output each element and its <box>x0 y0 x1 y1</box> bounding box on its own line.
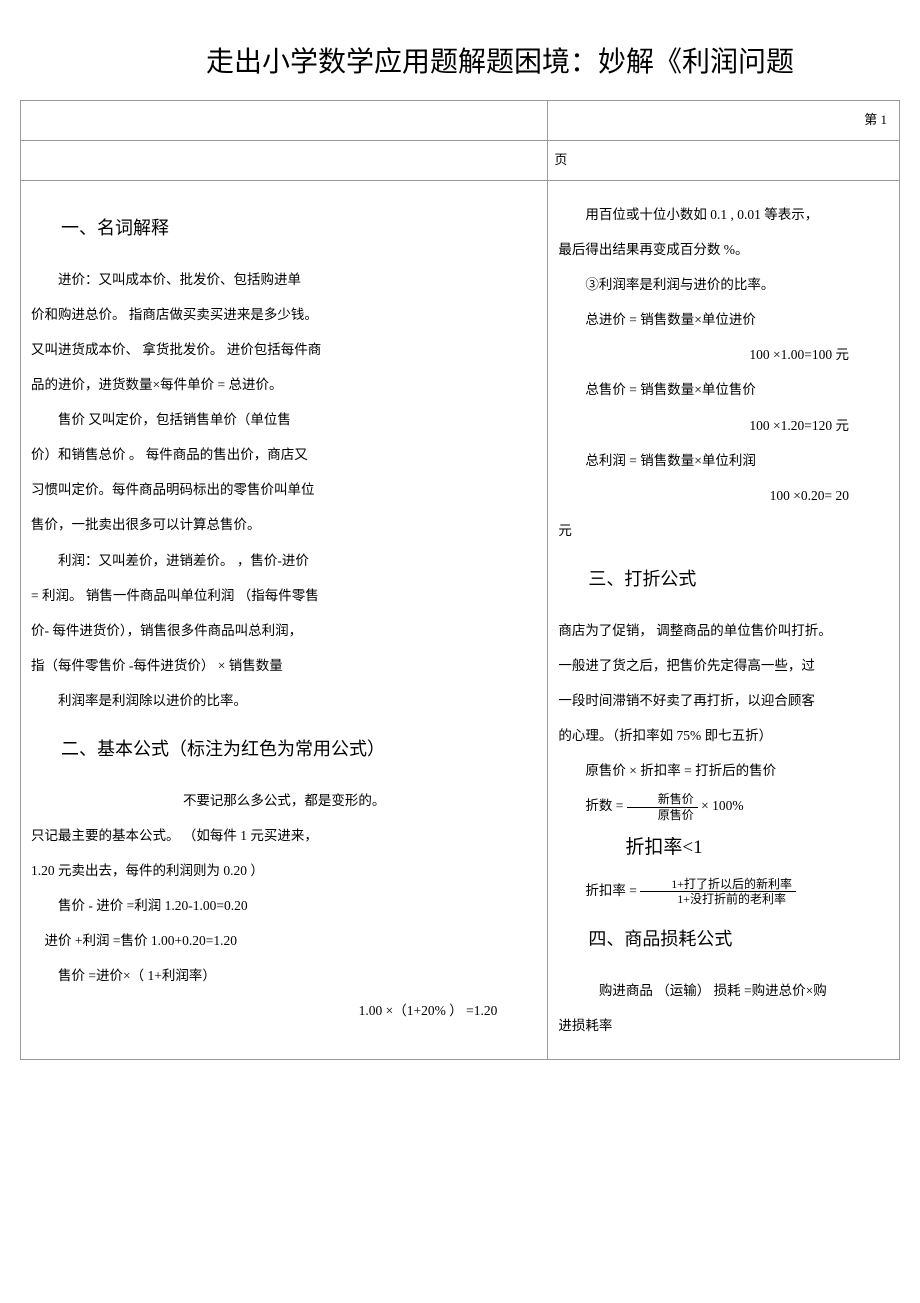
page-row-2: 页 <box>21 141 900 181</box>
r-p5b: 100 ×1.20=120 元 <box>558 408 889 443</box>
frac1-den: 原售价 <box>627 808 698 822</box>
s1-p6: 价）和销售总价 。 每件商品的售出价，商店又 <box>31 437 537 472</box>
s3-p5: 原售价 × 折扣率 = 打折后的售价 <box>558 753 889 788</box>
s2-p6: 售价 =进价×（ 1+利润率） <box>31 958 537 993</box>
section-4-head: 四、商品损耗公式 <box>588 916 889 963</box>
page-cell-empty <box>21 101 548 141</box>
r-p4b: 100 ×1.00=100 元 <box>558 337 889 372</box>
frac1-label: 折数 = <box>585 798 623 813</box>
r-p1: 用百位或十位小数如 0.1 , 0.01 等表示， <box>558 197 889 232</box>
frac2-label: 折扣率 = <box>585 883 637 898</box>
r-p6c: 元 <box>558 513 889 548</box>
frac1-suffix: × 100% <box>701 798 743 813</box>
frac1-big: 折扣率<1 <box>598 823 702 872</box>
s1-p12: 指（每件零售价 -每件进货价） × 销售数量 <box>31 648 537 683</box>
s1-p13: 利润率是利润除以进价的比率。 <box>31 683 537 718</box>
r-p4: 总进价 = 销售数量×单位进价 <box>558 302 889 337</box>
s1-p7: 习惯叫定价。每件商品明码标出的零售价叫单位 <box>31 472 537 507</box>
frac1-num: 新售价 <box>627 792 698 807</box>
s2-p3: 1.20 元卖出去，每件的利润则为 0.20 ） <box>31 853 537 888</box>
s1-p8: 售价，一批卖出很多可以计算总售价。 <box>31 507 537 542</box>
s1-p9: 利润：又叫差价，进销差价。 ，售价-进价 <box>31 543 537 578</box>
s2-p5: 进价 +利润 =售价 1.00+0.20=1.20 <box>31 923 537 958</box>
frac2-den: 1+没打折前的老利率 <box>640 892 796 906</box>
s1-p1: 进价：又叫成本价、批发价、包括购进单 <box>31 262 537 297</box>
frac2: 1+打了折以后的新利率 1+没打折前的老利率 <box>640 877 796 907</box>
page-cell-char: 页 <box>548 141 900 181</box>
frac2-line: 折扣率 = 1+打了折以后的新利率 1+没打折前的老利率 <box>558 873 889 908</box>
s4-p1: 购进商品 （运输） 损耗 =购进总价×购 <box>558 973 889 1008</box>
r-p5: 总售价 = 销售数量×单位售价 <box>558 372 889 407</box>
s3-p1: 商店为了促销， 调整商品的单位售价叫打折。 <box>558 613 889 648</box>
s1-p5: 售价 又叫定价，包括销售单价（单位售 <box>31 402 537 437</box>
s1-p3: 又叫进货成本价、 拿货批发价。 进价包括每件商 <box>31 332 537 367</box>
s3-p2: 一般进了货之后，把售价先定得高一些，过 <box>558 648 889 683</box>
s2-p4: 售价 - 进价 =利润 1.20-1.00=0.20 <box>31 888 537 923</box>
content-table: 第 1 页 一、名词解释 进价：又叫成本价、批发价、包括购进单 价和购进总价。 … <box>20 100 900 1060</box>
s1-p2: 价和购进总价。 指商店做买卖买进来是多少钱。 <box>31 297 537 332</box>
s3-p3: 一段时间滞销不好卖了再打折，以迎合顾客 <box>558 683 889 718</box>
r-p6: 总利润 = 销售数量×单位利润 <box>558 443 889 478</box>
section-1-head: 一、名词解释 <box>61 205 537 252</box>
s2-p2: 只记最主要的基本公式。 （如每件 1 元买进来， <box>31 818 537 853</box>
s2-p7: 1.00 ×（1+20% ） =1.20 <box>31 993 537 1028</box>
frac1: 新售价 原售价 <box>627 792 698 822</box>
frac2-num: 1+打了折以后的新利率 <box>640 877 796 892</box>
s3-p4: 的心理。（折扣率如 75% 即七五折） <box>558 718 889 753</box>
left-column: 一、名词解释 进价：又叫成本价、批发价、包括购进单 价和购进总价。 指商店做买卖… <box>21 181 548 1060</box>
main-title: 走出小学数学应用题解题困境：妙解《利润问题 <box>20 40 900 80</box>
page-cell-empty2 <box>21 141 548 181</box>
section-3-head: 三、打折公式 <box>588 556 889 603</box>
r-p3: ③利润率是利润与进价的比率。 <box>558 267 889 302</box>
s1-p11: 价- 每件进货价），销售很多件商品叫总利润， <box>31 613 537 648</box>
s4-p2: 进损耗率 <box>558 1008 889 1043</box>
s1-p4: 品的进价，进货数量×每件单价 = 总进价。 <box>31 367 537 402</box>
section-2-head: 二、基本公式（标注为红色为常用公式） <box>61 726 537 773</box>
page-row: 第 1 <box>21 101 900 141</box>
right-column: 用百位或十位小数如 0.1 , 0.01 等表示， 最后得出结果再变成百分数 %… <box>548 181 900 1060</box>
frac1-line: 折数 = 新售价 原售价 × 100% 折扣率<1 <box>558 788 889 872</box>
s1-p10: = 利润。 销售一件商品叫单位利润 （指每件零售 <box>31 578 537 613</box>
s2-p1: 不要记那么多公式，都是变形的。 <box>31 783 537 818</box>
page-cell-num: 第 1 <box>548 101 900 141</box>
r-p2: 最后得出结果再变成百分数 %。 <box>558 232 889 267</box>
r-p6b: 100 ×0.20= 20 <box>558 478 889 513</box>
